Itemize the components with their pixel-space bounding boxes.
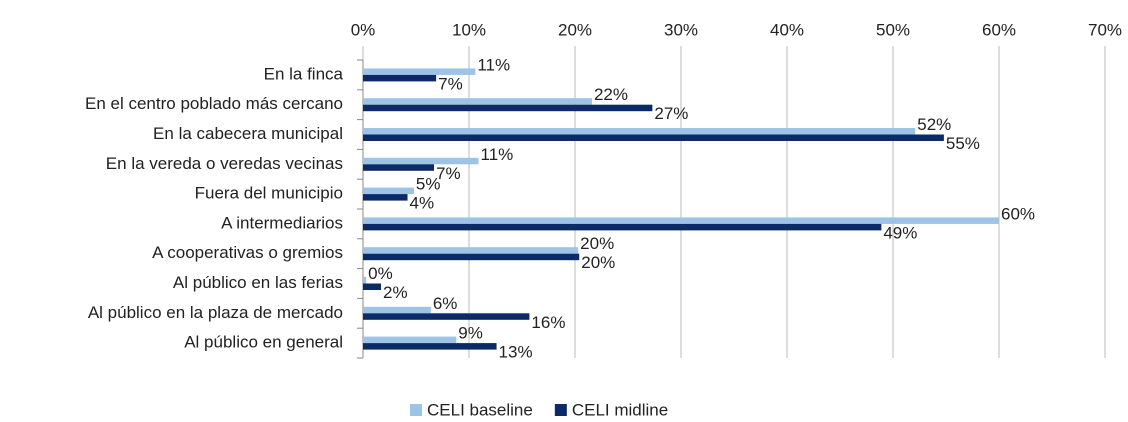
data-label: 2% — [383, 283, 408, 302]
bar — [363, 187, 414, 195]
y-tick-label: En la cabecera municipal — [153, 124, 343, 143]
bar — [363, 134, 944, 141]
data-label: 11% — [481, 145, 514, 164]
data-label: 49% — [883, 223, 917, 242]
y-tick-label: En el centro poblado más cercano — [85, 94, 343, 113]
bar — [363, 164, 435, 171]
x-tick-label: 0% — [351, 20, 376, 39]
data-label: 60% — [1001, 204, 1035, 223]
y-tick-label: En la finca — [264, 64, 344, 83]
x-tick-label: 10% — [452, 20, 486, 39]
x-tick-label: 40% — [770, 20, 804, 39]
data-label: 11% — [477, 55, 510, 74]
legend-label: CELI midline — [572, 400, 668, 419]
data-label: 7% — [438, 74, 463, 93]
x-tick-label: 50% — [876, 20, 910, 39]
bar — [363, 98, 592, 105]
bar — [363, 247, 579, 254]
bar — [363, 104, 653, 112]
y-tick-label: A cooperativas o gremios — [152, 243, 343, 262]
bar — [363, 253, 580, 261]
y-tick-label: Al público en las ferias — [173, 273, 343, 292]
data-label: 5% — [416, 175, 441, 194]
data-label: 9% — [458, 324, 483, 343]
data-label: 22% — [594, 85, 628, 104]
bar — [363, 336, 457, 344]
bar — [363, 74, 437, 82]
data-label: 13% — [499, 343, 533, 362]
bar — [363, 313, 530, 320]
data-label: 4% — [410, 194, 435, 213]
x-tick-label: 30% — [664, 20, 698, 39]
data-label: 20% — [581, 253, 615, 272]
bar — [363, 68, 476, 75]
x-tick-label: 20% — [558, 20, 592, 39]
legend-swatch — [554, 404, 567, 416]
data-label: 55% — [946, 134, 980, 153]
bar — [363, 283, 382, 290]
bar — [363, 306, 431, 314]
bar — [363, 217, 999, 224]
y-tick-label: A intermediarios — [221, 213, 343, 232]
bar — [363, 157, 479, 165]
y-tick-label: Al público en la plaza de mercado — [88, 303, 343, 322]
data-label: 27% — [654, 104, 688, 123]
y-tick-label: Al público en general — [184, 333, 343, 352]
data-label: 6% — [433, 294, 458, 313]
y-tick-label: En la vereda o veredas vecinas — [106, 154, 343, 173]
bar — [363, 128, 916, 135]
data-label: 16% — [531, 313, 565, 332]
data-label: 20% — [580, 234, 614, 253]
legend-label: CELI baseline — [427, 400, 533, 419]
x-tick-label: 70% — [1088, 20, 1122, 39]
legend-swatch — [410, 404, 422, 416]
bar — [363, 277, 367, 284]
bar — [363, 343, 497, 350]
bar — [363, 223, 882, 231]
data-label: 7% — [436, 164, 461, 183]
y-tick-label: Fuera del municipio — [195, 184, 343, 203]
bar — [363, 194, 408, 201]
x-tick-label: 60% — [982, 20, 1016, 39]
data-label: 0% — [368, 264, 393, 283]
data-label: 52% — [917, 115, 951, 134]
